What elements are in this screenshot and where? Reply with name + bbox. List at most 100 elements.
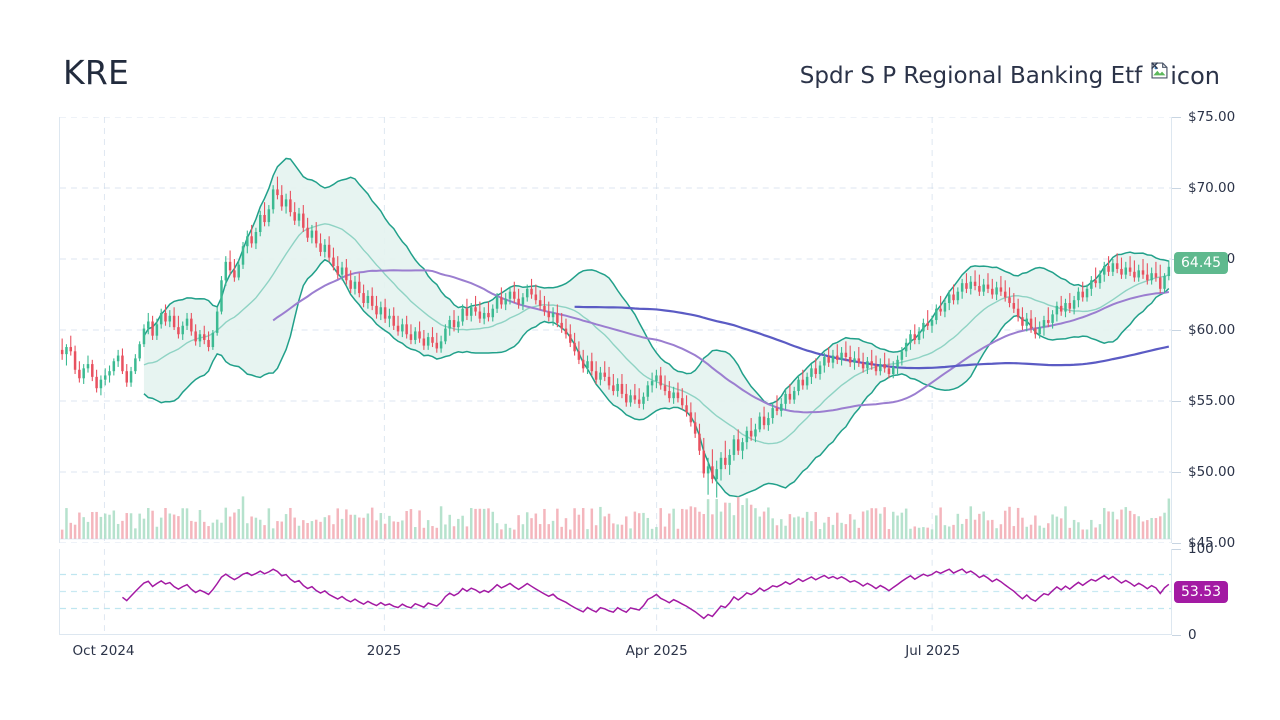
volume-bar [973, 519, 977, 539]
volume-bar [728, 502, 731, 539]
volume-bar [336, 508, 339, 539]
candle-body [724, 457, 727, 465]
volume-bar [1098, 524, 1102, 539]
volume-bar [1047, 523, 1050, 539]
candle-body [866, 361, 869, 369]
volume-bar [392, 521, 395, 539]
volume-bar [969, 506, 973, 539]
volume-bar [831, 524, 835, 539]
candle-body [952, 294, 955, 301]
volume-bar [1008, 506, 1011, 539]
volume-bar [612, 523, 615, 539]
candle-body [237, 264, 240, 278]
candle-body [616, 383, 619, 392]
candle-body [1090, 280, 1093, 289]
volume-bar [999, 524, 1003, 539]
volume-bar [228, 516, 232, 539]
volume-bar [883, 507, 886, 539]
rsi-chart-panel[interactable] [59, 549, 1172, 635]
candle-body [323, 244, 327, 252]
candle-body [151, 321, 154, 336]
candle-body [181, 325, 184, 335]
candle-body [1137, 270, 1140, 278]
candle-body [99, 379, 103, 389]
candle-body [935, 308, 938, 321]
candle-body [1021, 317, 1024, 326]
volume-bar [1055, 516, 1059, 539]
volume-bar [474, 508, 477, 539]
volume-bar [82, 517, 85, 539]
candle-body [999, 287, 1003, 292]
volume-bar [375, 520, 378, 539]
candle-body [655, 375, 658, 382]
volume-bar [1128, 510, 1132, 539]
candle-body [487, 312, 490, 318]
candle-body [1150, 273, 1153, 281]
volume-bar [358, 517, 361, 539]
candle-body [349, 280, 352, 289]
candle-body [1085, 288, 1089, 298]
candle-body [659, 375, 662, 386]
volume-bar [190, 520, 193, 539]
candle-body [491, 308, 495, 318]
candle-body [586, 361, 589, 369]
volume-bar [599, 506, 602, 539]
candle-body [792, 391, 796, 400]
volume-bar [461, 515, 464, 539]
volume-bar [896, 515, 899, 539]
volume-bar [900, 512, 904, 539]
candle-body [521, 297, 525, 305]
volume-bar [1158, 516, 1162, 539]
volume-bar [194, 521, 197, 539]
candle-body [543, 305, 546, 312]
volume-bar [960, 523, 964, 539]
candle-body [86, 364, 90, 369]
volume-bar [844, 524, 848, 539]
candle-body [857, 358, 861, 363]
volume-bar [121, 520, 124, 539]
last-price-badge: 64.45 [1174, 252, 1229, 274]
volume-bar [784, 525, 787, 539]
volume-bar [1167, 498, 1171, 539]
candle-body [147, 321, 150, 329]
volume-bar [284, 514, 288, 539]
candle-body [836, 355, 839, 360]
volume-bar [1133, 514, 1136, 539]
candle-body [177, 327, 180, 335]
candle-body [1042, 320, 1046, 328]
volume-bar [91, 512, 94, 539]
candle-body [314, 230, 318, 244]
volume-bar [1077, 522, 1080, 539]
candle-body [211, 332, 215, 348]
volume-bar [1115, 519, 1119, 539]
candle-body [569, 334, 572, 343]
volume-bar [956, 513, 960, 539]
volume-bar [693, 507, 697, 539]
price-chart-panel[interactable] [59, 117, 1172, 543]
volume-bar [396, 521, 400, 539]
volume-bar [745, 498, 749, 539]
candle-body [612, 385, 615, 392]
volume-bar [758, 516, 762, 539]
volume-bar [517, 515, 520, 539]
candle-body [422, 338, 426, 346]
candle-body [525, 288, 529, 298]
time-axis-label: 2025 [366, 643, 402, 659]
volume-bar [280, 521, 284, 539]
candle-body [1103, 266, 1106, 275]
volume-bar [788, 514, 792, 539]
volume-bar [293, 517, 296, 539]
rsi-axis-tick [1172, 549, 1181, 550]
volume-bar [409, 509, 413, 539]
company-heading: Spdr S P Regional Banking Etf icon [800, 56, 1220, 96]
volume-bar [685, 509, 688, 539]
volume-bar [965, 518, 968, 539]
price-axis-label: $55.00 [1188, 393, 1236, 409]
volume-bar [482, 508, 486, 539]
candle-body [452, 320, 456, 328]
candle-body [853, 358, 856, 363]
volume-bar [237, 509, 240, 539]
volume-bar [775, 525, 779, 539]
volume-bar [220, 522, 223, 539]
